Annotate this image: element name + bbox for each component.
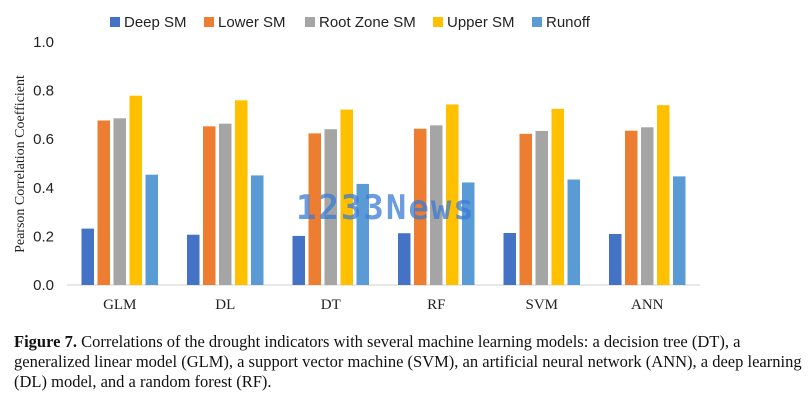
- bar: [81, 228, 94, 285]
- bar: [625, 130, 638, 285]
- bar: [203, 126, 216, 285]
- legend-swatch: [433, 17, 443, 27]
- watermark-text: 1233News: [296, 188, 476, 228]
- bar: [535, 130, 548, 285]
- x-tick-label: SVM: [525, 297, 558, 313]
- bar: [145, 174, 158, 285]
- bar: [340, 109, 353, 285]
- y-tick-label: 0.8: [33, 83, 54, 100]
- y-tick-label: 0.0: [33, 277, 54, 294]
- bar: [129, 95, 142, 285]
- figure-caption-label: Figure 7.: [14, 332, 77, 351]
- bar: [308, 133, 321, 285]
- x-tick-label: DL: [215, 297, 235, 313]
- legend: Deep SM Lower SM Root Zone SM Upper SM Runof…: [110, 14, 591, 31]
- legend-label: Upper SM: [447, 14, 515, 31]
- figure-caption-text: Correlations of the drought indicators w…: [14, 332, 802, 391]
- y-tick-label: 1.0: [33, 34, 54, 51]
- bar: [567, 179, 580, 285]
- legend-swatch: [204, 17, 214, 27]
- legend-swatch: [110, 17, 120, 27]
- bar: [430, 125, 443, 285]
- bar: [251, 175, 264, 285]
- bar: [292, 235, 305, 285]
- legend-swatch: [532, 17, 542, 27]
- bar: [113, 118, 126, 285]
- bar: [446, 104, 459, 286]
- bar: [235, 100, 248, 285]
- category-labels: GLM DL DT RF SVM ANN: [103, 297, 664, 313]
- y-tick-label: 0.2: [33, 228, 54, 245]
- legend-swatch: [305, 17, 315, 27]
- bar: [519, 133, 532, 285]
- legend-label: Runoff: [546, 14, 591, 31]
- x-tick-label: RF: [427, 297, 445, 313]
- bar: [657, 105, 670, 286]
- y-axis-title: Pearson Correlation Coefficient: [13, 75, 28, 253]
- bar: [187, 234, 200, 285]
- bar: [356, 183, 369, 285]
- bar: [324, 129, 337, 285]
- bar: [414, 128, 427, 285]
- y-tick-label: 0.4: [33, 180, 54, 197]
- y-tick-label: 0.6: [33, 131, 54, 148]
- x-tick-label: DT: [321, 297, 341, 313]
- figure-caption: Figure 7. Correlations of the drought in…: [14, 332, 804, 392]
- legend-label: Lower SM: [218, 14, 286, 31]
- bar-series-group: [81, 95, 686, 286]
- bar: [398, 233, 411, 285]
- x-tick-label: GLM: [103, 297, 136, 313]
- bar: [503, 232, 516, 285]
- y-axis-ticks: 0.0 0.2 0.4 0.6 0.8 1.0: [33, 34, 54, 294]
- legend-label: Root Zone SM: [319, 14, 416, 31]
- bar: [462, 182, 475, 285]
- bar: [609, 233, 622, 285]
- bar: [673, 176, 686, 285]
- legend-label: Deep SM: [124, 14, 187, 31]
- bar: [97, 120, 110, 285]
- bar-chart: Pearson Correlation Coefficient 0.00.20.…: [13, 14, 700, 313]
- bar: [219, 123, 232, 285]
- bar: [641, 127, 654, 285]
- bar: [551, 108, 564, 285]
- x-tick-label: ANN: [631, 297, 664, 313]
